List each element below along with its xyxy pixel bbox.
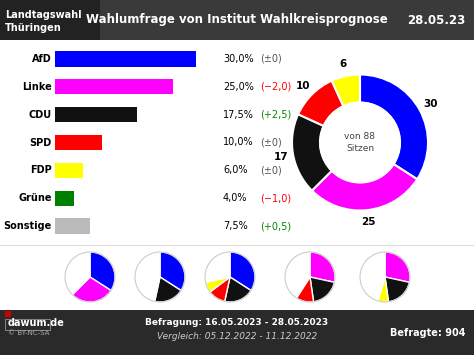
Wedge shape [385,252,410,282]
Text: 25,0%: 25,0% [223,82,254,92]
Text: Linke: Linke [22,82,52,92]
Wedge shape [312,164,417,211]
Text: 30: 30 [423,99,438,109]
Text: Befragung: 16.05.2023 - 28.05.2023: Befragung: 16.05.2023 - 28.05.2023 [146,318,328,327]
Wedge shape [298,81,343,126]
Text: (±0): (±0) [260,137,282,147]
Wedge shape [90,252,115,290]
FancyBboxPatch shape [55,218,91,234]
Text: 6,0%: 6,0% [223,165,247,175]
Text: (+0,5): (+0,5) [260,221,291,231]
Circle shape [320,103,400,182]
Text: 17: 17 [274,152,289,162]
Text: (±0): (±0) [260,165,282,175]
Text: (−1,0): (−1,0) [260,193,291,203]
Text: (+2,5): (+2,5) [260,110,291,120]
Wedge shape [360,75,428,179]
Text: Sonstige: Sonstige [4,221,52,231]
FancyBboxPatch shape [55,107,137,122]
FancyBboxPatch shape [55,79,173,94]
Wedge shape [292,114,332,191]
Text: 6: 6 [339,59,346,69]
Text: CDU: CDU [29,110,52,120]
Wedge shape [160,252,185,290]
Wedge shape [65,252,90,295]
FancyBboxPatch shape [55,163,83,178]
Text: dawum.de: dawum.de [8,318,65,328]
Wedge shape [310,277,335,302]
Text: Landtagswahl
Thüringen: Landtagswahl Thüringen [5,10,82,33]
FancyBboxPatch shape [0,310,474,355]
Text: © BY-NC-SA: © BY-NC-SA [8,330,49,336]
Text: Grüne: Grüne [18,193,52,203]
Wedge shape [296,277,314,302]
Text: 30,0%: 30,0% [223,54,254,64]
Wedge shape [155,277,181,302]
Wedge shape [310,252,335,282]
Text: 25: 25 [361,217,376,227]
Text: AfD: AfD [32,54,52,64]
Wedge shape [285,252,310,298]
Wedge shape [210,277,230,301]
Text: (−2,0): (−2,0) [260,82,291,92]
Wedge shape [332,75,360,106]
Wedge shape [360,252,385,301]
FancyBboxPatch shape [0,0,100,40]
FancyBboxPatch shape [55,135,102,150]
Wedge shape [385,277,410,302]
Text: SPD: SPD [30,137,52,147]
FancyBboxPatch shape [55,51,196,67]
Wedge shape [135,252,160,301]
FancyBboxPatch shape [0,0,474,40]
Wedge shape [206,277,230,292]
Text: FDP: FDP [30,165,52,175]
Wedge shape [225,277,251,302]
Text: von 88
Sitzen: von 88 Sitzen [345,132,375,153]
Wedge shape [230,252,255,290]
Text: 10,0%: 10,0% [223,137,254,147]
Text: Vergleich: 05.12.2022 - 11.12.2022: Vergleich: 05.12.2022 - 11.12.2022 [157,332,317,341]
Text: Befragte: 904: Befragte: 904 [391,328,466,338]
FancyBboxPatch shape [55,191,74,206]
Text: 17,5%: 17,5% [223,110,254,120]
Wedge shape [73,277,111,302]
Text: 4,0%: 4,0% [223,193,247,203]
Wedge shape [205,252,230,282]
FancyBboxPatch shape [5,311,11,317]
Text: 28.05.23: 28.05.23 [407,13,465,27]
Text: (±0): (±0) [260,54,282,64]
Text: Wahlumfrage von Institut Wahlkreisprognose: Wahlumfrage von Institut Wahlkreisprogno… [86,13,388,27]
Wedge shape [378,277,389,302]
Text: 7,5%: 7,5% [223,221,248,231]
Text: 10: 10 [296,81,310,91]
